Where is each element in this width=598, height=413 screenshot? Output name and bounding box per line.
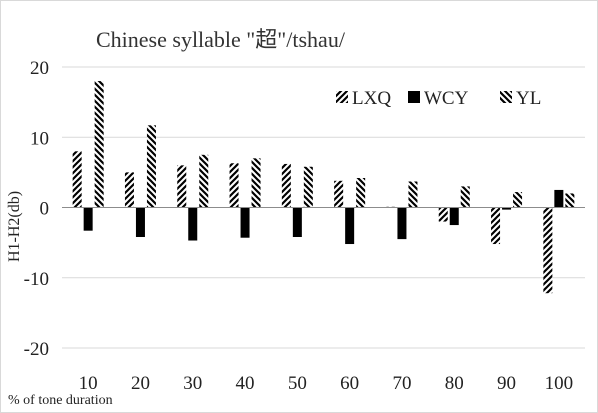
bar-yl-20 [146,125,156,208]
bar-wcy-20 [135,207,145,238]
x-tick-label-70: 70 [392,373,411,394]
y-tick-label-4: 20 [30,58,49,79]
bar-wcy-80 [449,207,459,226]
bar-yl-50 [303,166,313,208]
bar-wcy-30 [188,207,198,241]
bar-lxq-90 [491,207,501,245]
bar-yl-80 [460,186,470,208]
x-tick-label-40: 40 [236,373,255,394]
x-tick-label-20: 20 [131,373,150,394]
bar-yl-30 [199,154,209,208]
bar-wcy-100 [554,189,564,208]
bar-wcy-50 [292,207,302,238]
y-tick-label-1: -10 [24,269,49,290]
x-tick-label-10: 10 [79,373,98,394]
legend-label-yl: YL [516,88,541,109]
bar-lxq-50 [281,163,291,208]
y-tick-label-3: 10 [30,128,49,149]
y-tick-labels: -20 -10 0 10 20 [24,58,49,360]
bar-lxq-20 [124,172,134,208]
x-tick-label-100: 100 [545,373,574,394]
legend-label-wcy: WCY [424,88,469,109]
bar-lxq-60 [334,180,344,208]
x-tick-label-50: 50 [288,373,307,394]
bar-lxq-100 [543,207,553,294]
chart-title: Chinese syllable "超"/tshau/ [96,27,346,52]
bars [72,81,575,294]
y-tick-label-0: -20 [24,339,49,360]
legend-swatch-yl [500,91,512,103]
x-tick-label-80: 80 [445,373,464,394]
bar-wcy-10 [83,207,93,231]
bar-lxq-80 [438,207,448,222]
bar-yl-60 [356,177,366,208]
legend-swatch-wcy [408,91,420,103]
y-axis-label: H1-H2(db) [6,191,23,262]
bar-lxq-40 [229,163,239,208]
x-axis-label: % of tone duration [8,393,113,408]
bar-wcy-40 [240,207,250,238]
x-tick-labels: 10 20 30 40 50 60 70 80 90 100 [79,373,573,394]
bar-yl-40 [251,158,261,208]
x-tick-label-60: 60 [340,373,359,394]
x-tick-label-30: 30 [183,373,202,394]
legend: LXQ WCY YL [336,88,541,109]
legend-swatch-lxq [336,91,348,103]
bar-yl-90 [513,192,523,208]
bar-yl-70 [408,181,418,208]
bar-wcy-60 [345,207,355,245]
bar-yl-100 [565,193,575,208]
bar-yl-10 [94,81,104,208]
bar-wcy-90 [502,207,512,210]
x-tick-label-90: 90 [497,373,516,394]
bar-wcy-70 [397,207,407,240]
bar-lxq-30 [177,165,187,208]
legend-label-lxq: LXQ [352,88,391,109]
bar-lxq-10 [72,151,82,208]
y-tick-label-2: 0 [40,199,50,220]
